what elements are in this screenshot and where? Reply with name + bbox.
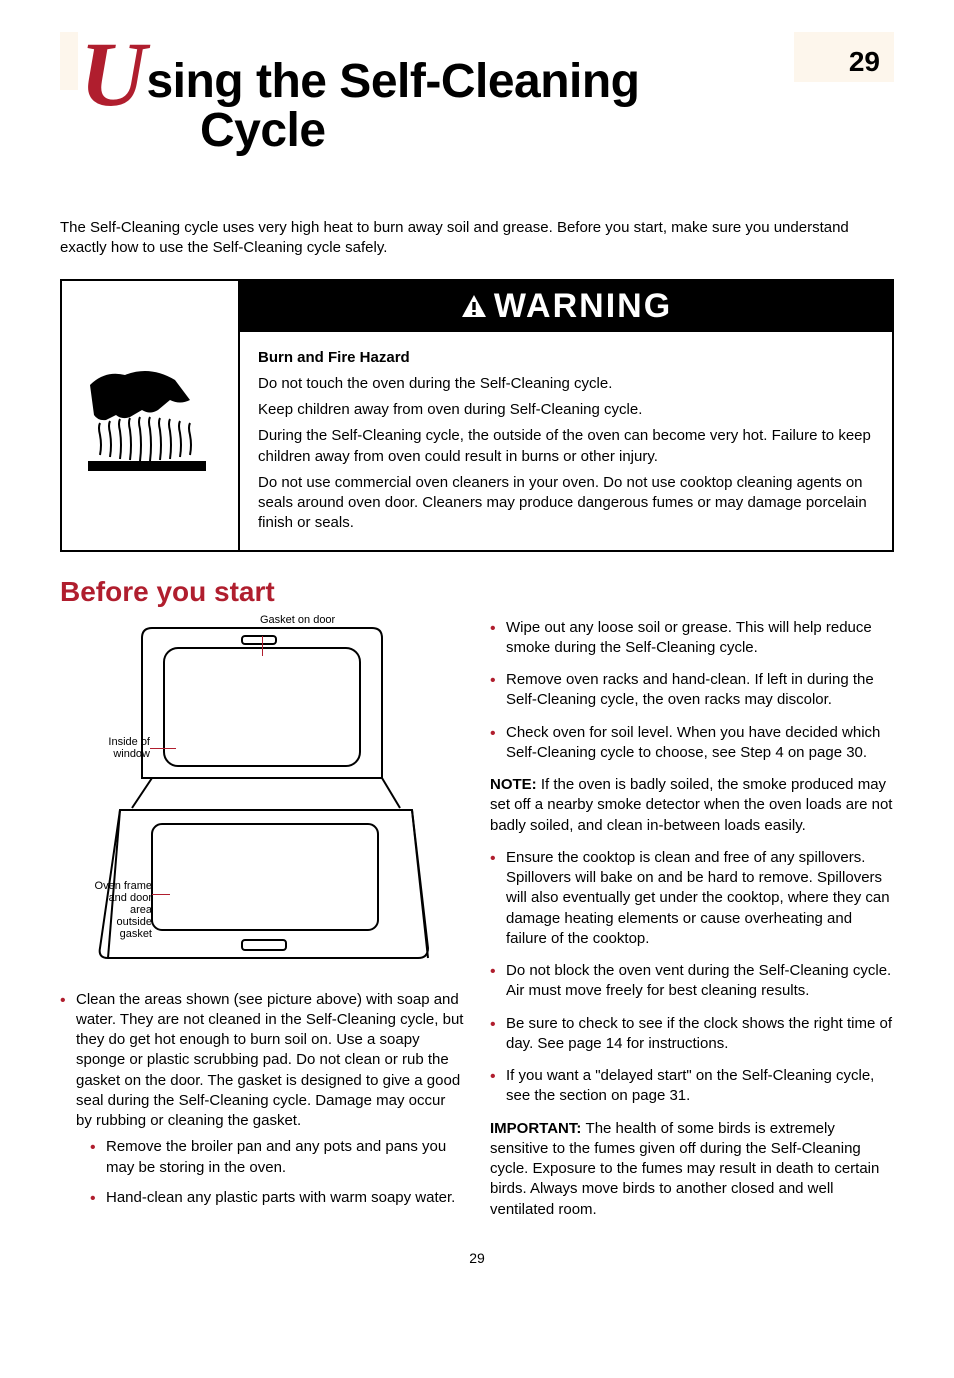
list-item: Be sure to check to see if the clock sho… [490, 1014, 894, 1055]
warning-line-3: During the Self-Cleaning cycle, the outs… [258, 426, 874, 467]
important-block: IMPORTANT: The health of some birds is e… [490, 1119, 894, 1220]
list-item: If you want a "delayed start" on the Sel… [490, 1066, 894, 1107]
intro-paragraph: The Self-Cleaning cycle uses very high h… [60, 218, 894, 259]
right-bullet-list-1: Wipe out any loose soil or grease. This … [490, 618, 894, 764]
warning-line-2: Keep children away from oven during Self… [258, 400, 874, 420]
list-item: Do not block the oven vent during the Se… [490, 961, 894, 1002]
list-item: Remove the broiler pan and any pots and … [90, 1137, 464, 1178]
title-line2: Cycle [200, 103, 894, 158]
warning-header: WARNING [240, 281, 892, 332]
warning-triangle-icon [460, 293, 488, 319]
list-item: Clean the areas shown (see picture above… [60, 990, 464, 1209]
warning-line-1: Do not touch the oven during the Self-Cl… [258, 374, 874, 394]
oven-figure: Gasket on door Inside of window Oven fra… [92, 618, 432, 978]
figure-label-frame: Oven frame and door area outside gasket [92, 880, 152, 940]
right-column: Wipe out any loose soil or grease. This … [490, 618, 894, 1221]
section-heading: Before you start [60, 576, 894, 608]
note-block: NOTE: If the oven is badly soiled, the s… [490, 775, 894, 836]
warning-body: Burn and Fire Hazard Do not touch the ov… [240, 332, 892, 550]
warning-line-4: Do not use commercial oven cleaners in y… [258, 473, 874, 534]
title-line1: sing the Self-Cleaning [146, 55, 639, 108]
callout-line [152, 894, 170, 895]
important-label: IMPORTANT: [490, 1120, 586, 1137]
page-number-header: 29 [849, 46, 880, 78]
burn-hazard-icon [80, 355, 220, 475]
list-item: Wipe out any loose soil or grease. This … [490, 618, 894, 659]
list-item: Check oven for soil level. When you have… [490, 723, 894, 764]
sub-list: Remove the broiler pan and any pots and … [76, 1137, 464, 1208]
callout-line [262, 636, 263, 656]
figure-label-window: Inside of window [92, 736, 150, 760]
left-bullet-list: Clean the areas shown (see picture above… [60, 990, 464, 1209]
left-column: Gasket on door Inside of window Oven fra… [60, 618, 464, 1221]
figure-label-gasket: Gasket on door [260, 614, 340, 626]
bullet-text: Clean the areas shown (see picture above… [76, 991, 463, 1130]
decorative-tan-left [60, 32, 78, 90]
two-column-layout: Gasket on door Inside of window Oven fra… [60, 618, 894, 1221]
warning-icon-cell [62, 281, 240, 550]
list-item: Ensure the cooktop is clean and free of … [490, 848, 894, 949]
warning-box: WARNING Burn and Fire Hazard Do not touc… [60, 279, 894, 552]
warning-line-0: Burn and Fire Hazard [258, 348, 874, 368]
right-bullet-list-2: Ensure the cooktop is clean and free of … [490, 848, 894, 1107]
title-drop-cap: U [80, 38, 146, 112]
list-item: Remove oven racks and hand-clean. If lef… [490, 670, 894, 711]
warning-header-text: WARNING [494, 287, 672, 326]
page-number-footer: 29 [60, 1250, 894, 1266]
note-label: NOTE: [490, 776, 541, 793]
list-item: Hand-clean any plastic parts with warm s… [90, 1188, 464, 1208]
callout-line [150, 748, 176, 749]
note-text: If the oven is badly soiled, the smoke p… [490, 776, 892, 834]
page-title: Using the Self-Cleaning Cycle [80, 30, 894, 158]
